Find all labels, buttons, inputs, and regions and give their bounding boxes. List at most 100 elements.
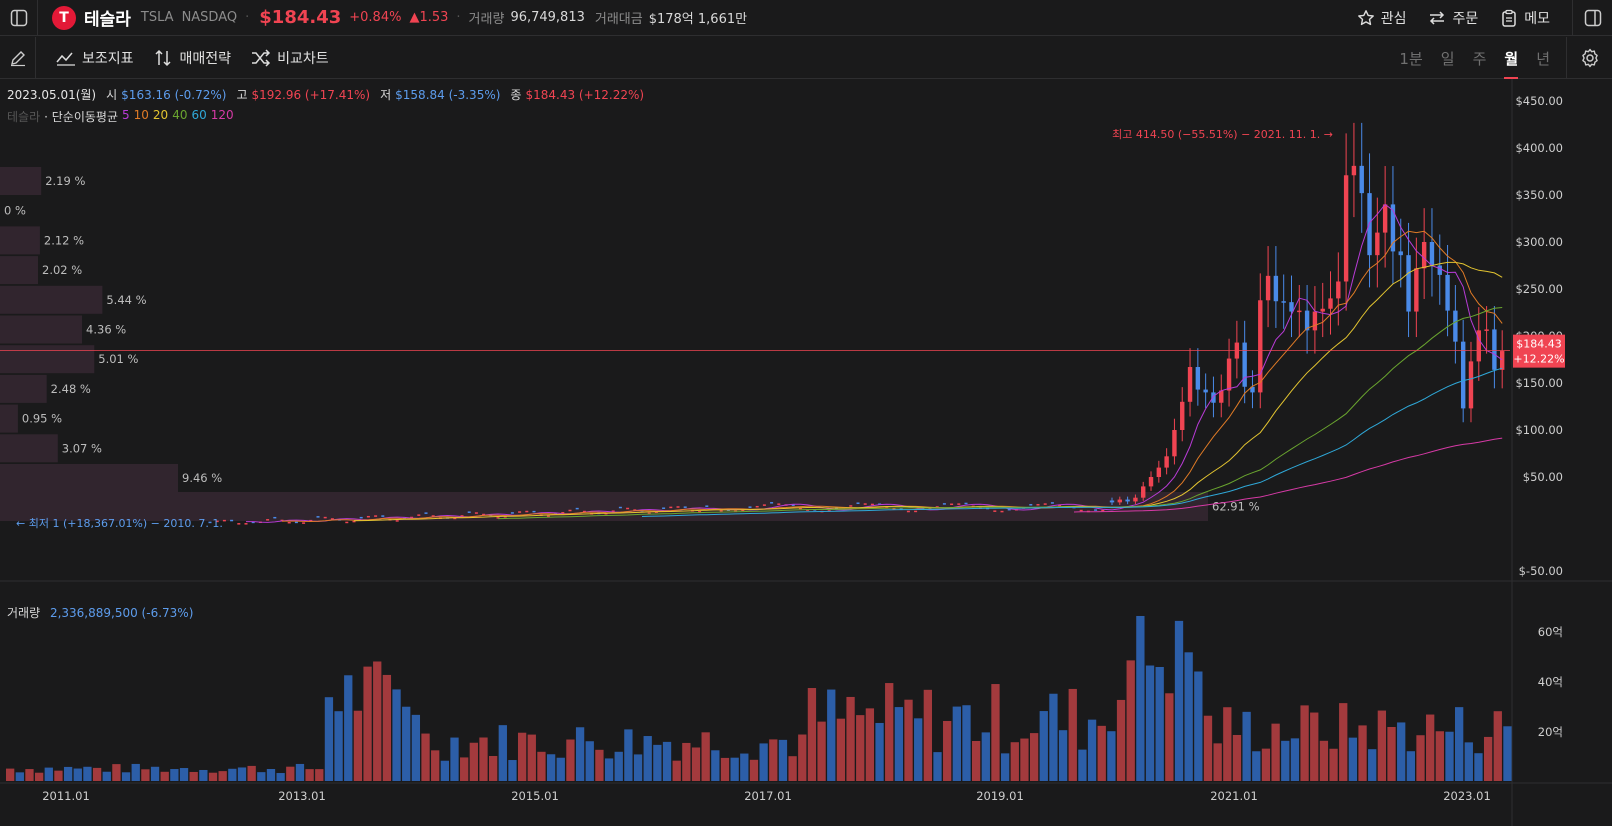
- candle: [266, 519, 270, 521]
- candle: [237, 523, 241, 525]
- candle: [705, 505, 709, 507]
- volume-profile-bar: [0, 434, 58, 463]
- ma-period-10: 10: [133, 108, 149, 122]
- candle: [1453, 310, 1458, 342]
- stock-name: 테슬라: [84, 10, 131, 30]
- volume-bar: [276, 773, 285, 781]
- volume-bar: [952, 706, 961, 781]
- moving-average-line: [353, 261, 1503, 522]
- volume-tick-label: 20억: [1538, 725, 1563, 739]
- volume-profile-label: 62.91 %: [1212, 500, 1260, 514]
- volume-bar: [315, 769, 324, 781]
- volume-bar: [517, 732, 527, 781]
- candle: [244, 523, 248, 525]
- volume-bar: [295, 763, 305, 781]
- candle: [460, 515, 464, 517]
- order-button[interactable]: 주문: [1428, 8, 1478, 28]
- candle: [1094, 509, 1098, 511]
- close-label: 종: [510, 88, 522, 102]
- candle: [215, 520, 219, 523]
- moving-average-line: [641, 367, 1503, 517]
- candle: [417, 514, 421, 516]
- moving-average-line: [1073, 437, 1503, 513]
- sidebar-toggle-button[interactable]: [0, 0, 38, 36]
- period-tab-3[interactable]: 월: [1504, 37, 1518, 79]
- volume-profile-label: 0 %: [4, 204, 26, 218]
- volume-bar: [1426, 714, 1435, 781]
- volume-bar: [1049, 693, 1058, 781]
- candle: [1133, 497, 1138, 502]
- candle: [1079, 509, 1083, 512]
- indicators-label: 보조지표: [82, 50, 134, 67]
- ma-period-5: 5: [122, 108, 130, 122]
- candle: [294, 521, 298, 524]
- volume-bar: [479, 737, 488, 781]
- volume-profile-label: 3.07 %: [62, 441, 102, 455]
- volume-bar: [431, 750, 440, 781]
- volume-bar: [1165, 693, 1174, 781]
- volume-tick-label: 40억: [1538, 675, 1563, 689]
- candle: [546, 515, 550, 518]
- candle: [230, 519, 234, 522]
- candle: [1211, 392, 1216, 403]
- volume-profile-bar: [0, 167, 42, 195]
- indicators-button[interactable]: 보조지표: [56, 48, 134, 68]
- volume-bar: [1010, 742, 1019, 781]
- volume-bar: [595, 749, 604, 781]
- compare-chart-button[interactable]: 비교차트: [251, 48, 329, 68]
- candle: [1390, 204, 1396, 252]
- candle: [1043, 503, 1047, 505]
- strategy-button[interactable]: 매매전략: [154, 48, 231, 68]
- volume-bar: [566, 739, 575, 781]
- period-tab-1[interactable]: 일: [1440, 49, 1455, 68]
- open-value: $163.16 (-0.72%): [121, 87, 227, 102]
- chart-settings-button[interactable]: [1566, 37, 1612, 79]
- volume-bar: [991, 684, 1000, 781]
- candle: [1203, 389, 1208, 393]
- ohlc-date: 2023.05.01(월): [7, 88, 97, 102]
- price-tag-percent: +12.22%: [1513, 353, 1564, 366]
- volume-bar: [324, 697, 334, 781]
- candle: [561, 512, 565, 514]
- volume-bar: [846, 696, 855, 781]
- drawing-tool-button[interactable]: [0, 36, 36, 79]
- volume-bar: [1184, 652, 1193, 781]
- all-time-low-annotation: ← 최저 1 (+18,367.01%) − 2010. 7. 1.: [16, 517, 223, 530]
- candle: [935, 506, 939, 508]
- volume-bar: [769, 739, 778, 781]
- volume-bar: [1300, 705, 1309, 781]
- candle: [1273, 275, 1279, 302]
- candle: [1445, 274, 1450, 311]
- volume-bar: [1348, 737, 1358, 781]
- volume-bar: [131, 763, 140, 781]
- right-panel-toggle-button[interactable]: [1572, 0, 1612, 36]
- ohlc-info: 2023.05.01(월) 시 $163.16 (-0.72%) 고 $192.…: [7, 86, 644, 103]
- candle: [496, 517, 500, 519]
- volume-bar: [1310, 712, 1319, 781]
- volume-bar: [1000, 753, 1010, 781]
- period-tab-2[interactable]: 주: [1472, 49, 1487, 68]
- memo-button[interactable]: 메모: [1500, 8, 1550, 28]
- candle: [1265, 275, 1271, 301]
- candle: [1437, 265, 1442, 275]
- volume-bar: [1097, 725, 1106, 781]
- moving-average-legend[interactable]: 테슬라 · 단순이동평균 5 10 20 40 60 120: [7, 108, 234, 125]
- volume-bar: [788, 756, 797, 781]
- candle: [366, 515, 370, 518]
- candle: [1328, 298, 1333, 309]
- volume-bar: [624, 729, 633, 781]
- period-tab-4[interactable]: 년: [1536, 49, 1550, 68]
- volume-bar: [711, 750, 720, 781]
- period-tab-0[interactable]: 1분: [1399, 49, 1423, 68]
- candle: [1421, 242, 1427, 269]
- period-selector: 1분 일 주 월 년: [1399, 37, 1550, 79]
- amount-value: $178억 1,661만: [648, 12, 748, 27]
- watchlist-button[interactable]: 관심: [1357, 8, 1406, 28]
- volume-profile-label: 0.95 %: [22, 412, 62, 426]
- candle: [1382, 204, 1388, 233]
- candle: [1429, 242, 1435, 266]
- price-chart[interactable]: $450.00$400.00$350.00$300.00$250.00$200.…: [0, 79, 1612, 826]
- volume-bar: [1271, 723, 1280, 781]
- candle: [525, 510, 529, 513]
- volume-profile-label: 2.12 %: [44, 233, 84, 247]
